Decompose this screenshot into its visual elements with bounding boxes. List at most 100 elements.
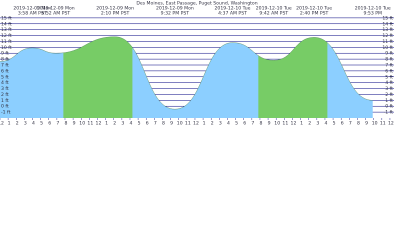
y-tick-label: 2 ft — [1, 92, 9, 98]
y-tick-label: -1 ft — [1, 110, 11, 116]
x-tick-label: 2 — [308, 121, 311, 127]
x-tick-label: 2 — [113, 121, 116, 127]
x-tick-label: 9 — [268, 121, 271, 127]
y-tick-label: 0 ft — [1, 104, 9, 110]
y-tick-label-right: -1 ft — [384, 110, 394, 116]
event-date: 2019-12-10 Tue — [214, 6, 250, 12]
y-tick-label-right: 1 ft — [385, 98, 393, 104]
x-tick-label: 8 — [162, 121, 165, 127]
x-tick-label: 11 — [87, 121, 93, 127]
x-tick-label: 12 — [291, 121, 297, 127]
x-tick-label: 9 — [170, 121, 173, 127]
x-tick-label: 9 — [365, 121, 368, 127]
x-tick-label: 10 — [177, 121, 183, 127]
y-tick-label-right: 5 ft — [385, 74, 393, 80]
y-tick-label: 15 ft — [1, 15, 12, 21]
x-tick-label: 11 — [185, 121, 191, 127]
y-tick-label-right: 11 ft — [382, 39, 393, 45]
event-time: 9:32 PM PST — [161, 11, 190, 17]
event-time: 2:40 PM PST — [300, 11, 329, 17]
x-tick-label: 1 — [203, 121, 206, 127]
x-tick-label: 6 — [146, 121, 149, 127]
x-tick-label: 10 — [79, 121, 85, 127]
x-tick-label: 8 — [65, 121, 68, 127]
y-tick-label: 11 ft — [1, 39, 12, 45]
x-tick-label: 8 — [259, 121, 262, 127]
event-date: 2019-12-09 Mon — [96, 6, 134, 12]
event-time: 4:37 AM PST — [218, 11, 247, 17]
event-date: 2019-12-09 Mon — [13, 6, 51, 12]
event-date: 2019-12-09 Mon — [37, 6, 75, 12]
x-tick-label: 3 — [24, 121, 27, 127]
y-tick-label: 7 ft — [1, 63, 9, 69]
event-date: 2019-12-10 Tue — [296, 6, 332, 12]
event-time: 3:58 AM PST — [18, 11, 47, 17]
y-tick-label: 5 ft — [1, 74, 9, 80]
y-tick-label: 6 ft — [1, 68, 9, 74]
x-tick-label: 4 — [227, 121, 230, 127]
event-time: 6:52 AM PST — [41, 11, 70, 17]
x-tick-label: 5 — [333, 121, 336, 127]
x-tick-label: 12 — [388, 121, 394, 127]
x-tick-label: 4 — [324, 121, 327, 127]
event-date: 2019-12-10 Tue — [256, 6, 292, 12]
event-time: 2:10 PM PST — [101, 11, 130, 17]
y-tick-label: 10 ft — [1, 45, 12, 51]
x-tick-label: 2 — [16, 121, 19, 127]
y-tick-label-right: 15 ft — [382, 15, 393, 21]
x-tick-label: 5 — [40, 121, 43, 127]
y-tick-label-right: 7 ft — [385, 63, 393, 69]
x-tick-label: 6 — [243, 121, 246, 127]
x-tick-label: 9 — [73, 121, 76, 127]
day-area — [63, 36, 328, 118]
y-tick-label-right: 9 ft — [385, 51, 393, 57]
y-tick-label-right: 6 ft — [385, 68, 393, 74]
x-tick-label: 1 — [8, 121, 11, 127]
x-tick-label: 2 — [211, 121, 214, 127]
x-tick-label: 3 — [121, 121, 124, 127]
x-tick-label: 11 — [282, 121, 288, 127]
y-tick-label: 14 ft — [1, 21, 12, 27]
x-tick-label: 3 — [316, 121, 319, 127]
x-tick-label: 12 — [0, 121, 4, 127]
y-tick-label-right: 8 ft — [385, 57, 393, 63]
x-tick-label: 4 — [32, 121, 35, 127]
y-tick-label-right: 12 ft — [382, 33, 393, 39]
x-tick-label: 3 — [219, 121, 222, 127]
x-tick-label: 7 — [56, 121, 59, 127]
y-tick-label-right: 3 ft — [385, 86, 393, 92]
x-tick-label: 5 — [138, 121, 141, 127]
event-date: 2019-12-10 Tue — [355, 6, 391, 12]
event-time: 9:53 PM — [363, 11, 382, 17]
x-tick-label: 10 — [274, 121, 280, 127]
y-tick-label-right: 4 ft — [385, 80, 393, 86]
x-tick-label: 1 — [300, 121, 303, 127]
y-tick-label-right: 10 ft — [382, 45, 393, 51]
chart-title: Des Moines, East Passage, Puget Sound, W… — [136, 0, 257, 6]
y-tick-label: 1 ft — [1, 98, 9, 104]
y-tick-label: 9 ft — [1, 51, 9, 57]
x-tick-label: 4 — [130, 121, 133, 127]
y-tick-label: 8 ft — [1, 57, 9, 63]
x-tick-label: 5 — [235, 121, 238, 127]
y-tick-label-right: 14 ft — [382, 21, 393, 27]
x-tick-label: 11 — [380, 121, 386, 127]
event-time: 9:42 AM PST — [259, 11, 288, 17]
y-tick-label-right: 0 ft — [385, 104, 393, 110]
y-tick-label-right: 13 ft — [382, 27, 393, 33]
x-tick-label: 7 — [349, 121, 352, 127]
x-tick-label: 12 — [193, 121, 199, 127]
event-date: 2019-12-09 Mon — [156, 6, 194, 12]
y-tick-label: 13 ft — [1, 27, 12, 33]
x-tick-label: 6 — [48, 121, 51, 127]
y-tick-label: 12 ft — [1, 33, 12, 39]
x-tick-label: 1 — [105, 121, 108, 127]
x-tick-label: 7 — [154, 121, 157, 127]
x-tick-label: 10 — [372, 121, 378, 127]
tide-chart: Des Moines, East Passage, Puget Sound, W… — [0, 0, 394, 127]
x-tick-label: 12 — [96, 121, 102, 127]
y-tick-label-right: 2 ft — [385, 92, 393, 98]
y-tick-label: 3 ft — [1, 86, 9, 92]
x-tick-label: 8 — [357, 121, 360, 127]
y-tick-label: 4 ft — [1, 80, 9, 86]
